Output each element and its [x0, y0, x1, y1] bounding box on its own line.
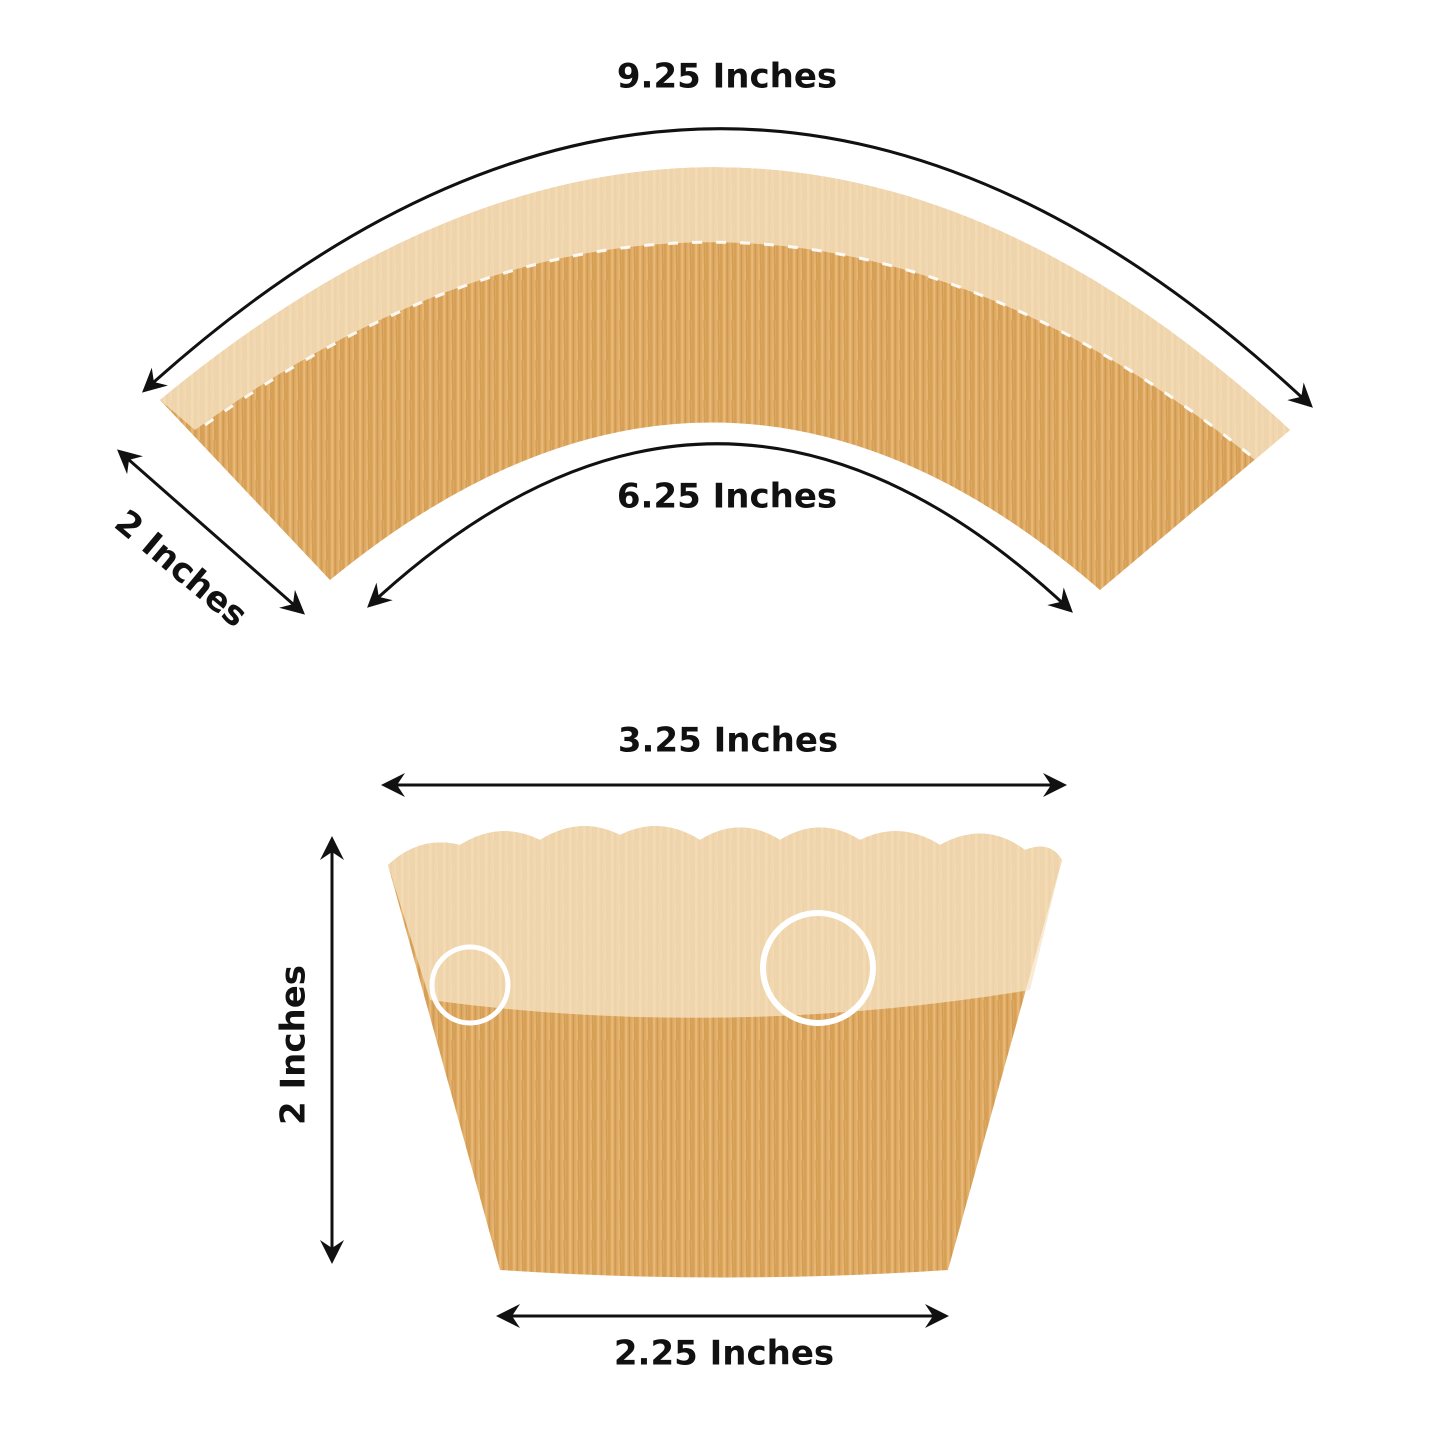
assembled-wrapper: 3.25 Inches 2 Inches 2.25 Inches [274, 721, 1067, 1374]
lace-border [160, 167, 1290, 461]
lace-flower [429, 944, 511, 1026]
flat-height-label: 2 Inches [107, 502, 255, 635]
top-width-label: 3.25 Inches [618, 721, 838, 761]
inner-arrow [367, 442, 1073, 613]
flat-wrapper: 9.25 Inches 6.25 Inches 2 Inches [107, 57, 1313, 636]
assembled-height-label: 2 Inches [274, 965, 314, 1125]
lace-flower [760, 910, 876, 1026]
outer-arrow [142, 127, 1313, 408]
lace-border [388, 826, 1062, 1018]
outer-length-label: 9.25 Inches [617, 57, 837, 97]
height-arrow [116, 449, 306, 615]
inner-length-label: 6.25 Inches [617, 477, 837, 517]
bottom-width-label: 2.25 Inches [614, 1334, 834, 1374]
